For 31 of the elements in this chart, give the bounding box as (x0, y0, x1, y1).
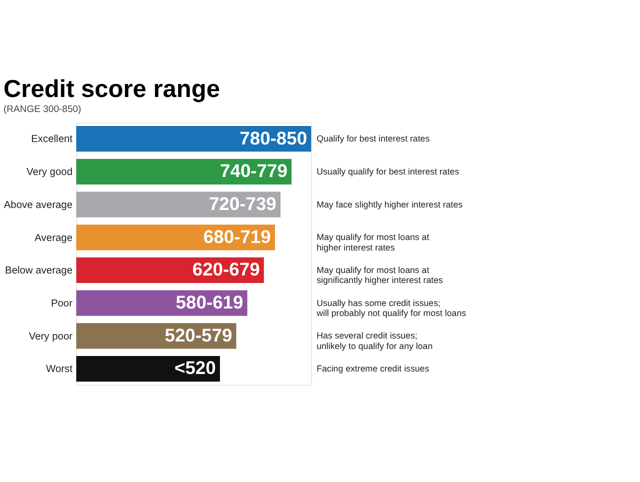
data-label: 740-779 (220, 160, 288, 182)
data-label: <520 (174, 357, 216, 378)
data-label: 680-719 (203, 226, 271, 247)
data-label: 620-679 (192, 258, 260, 280)
data-label: 780-850 (240, 127, 308, 148)
bar (76, 224, 275, 250)
text: May qualify for most loans at significantly higher interest rates (316, 264, 444, 286)
bar (76, 356, 220, 382)
data-label: 720-739 (208, 192, 276, 214)
chart-subtitle: (RANGE 300-850) (3, 104, 82, 115)
y-tick-label: Excellent (31, 134, 73, 146)
y-tick-label: Below average (5, 266, 73, 277)
data-label: 580-619 (176, 292, 244, 313)
y-tick-label: Average (34, 232, 73, 244)
y-tick-label: Very good (26, 167, 73, 178)
bar (76, 192, 280, 218)
text: Qualify for best interest rates (316, 134, 430, 144)
y-tick-label: Above average (4, 200, 73, 211)
y-tick-label: Very poor (28, 331, 74, 342)
text: May face slightly higher interest rates (316, 199, 464, 210)
y-tick-label: Poor (50, 298, 74, 310)
data-label: 520-579 (164, 324, 232, 346)
text: Usually qualify for best interest rates (316, 166, 460, 176)
y-tick-label: Worst (46, 364, 73, 376)
text: Facing extreme credit issues (316, 364, 430, 374)
bar (76, 126, 312, 152)
text: May qualify for most loans at higher interest rates (316, 232, 430, 252)
chart-title: Credit score range (3, 76, 220, 103)
bar (76, 158, 292, 184)
text: Has several credit issues; unlikely to qualify for any loan (316, 330, 433, 351)
text: Usually has some credit issues; will probably not qualify for most loans (316, 298, 467, 318)
